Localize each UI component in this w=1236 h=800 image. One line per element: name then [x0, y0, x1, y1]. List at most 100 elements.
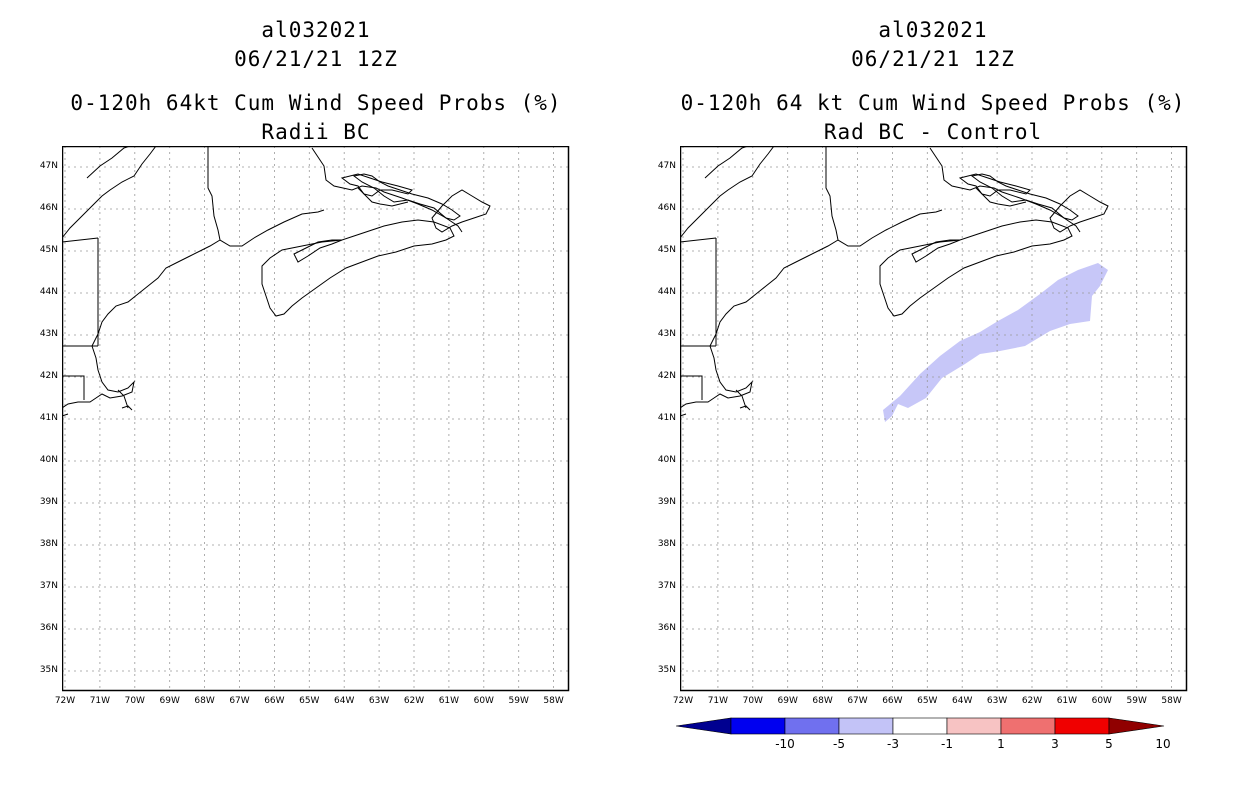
right-map [680, 146, 1188, 692]
right-title-datetime: 06/21/21 12Z [851, 47, 1015, 71]
right-title-subtitle: Rad BC - Control [823, 120, 1043, 144]
coastline-segment [340, 173, 413, 197]
lon-tick-label: 71W [89, 696, 111, 706]
colorbar-label: -3 [887, 737, 899, 751]
lon-tick-label: 63W [368, 696, 390, 706]
coastline-segment [207, 146, 325, 247]
lon-tick-label: 61W [438, 696, 460, 706]
lat-tick-label: 44N [39, 287, 58, 297]
lon-tick-label: 65W [917, 696, 938, 706]
colorbar-arrow-left [676, 717, 732, 735]
lat-tick-label: 39N [39, 497, 58, 507]
lon-tick-label: 72W [54, 696, 76, 706]
colorbar-boxes: -10 -5 -3 -1 1 3 5 10 [676, 717, 1171, 751]
left-title-subtitle: Radii BC [261, 120, 371, 144]
coastline-segment [735, 389, 747, 409]
lon-tick-label: 64W [952, 696, 973, 706]
lat-tick-label: 42N [39, 371, 58, 381]
coastline-segment [62, 237, 99, 243]
lat-tick-label: 46N [39, 203, 58, 213]
right-grid [680, 146, 1188, 692]
lat-tick-label: 43N [39, 329, 58, 339]
lon-tick-label: 70W [124, 696, 145, 706]
colorbar-label: -10 [775, 737, 795, 751]
lat-tick-label: 40N [39, 455, 58, 465]
colorbar-label: -5 [833, 737, 845, 751]
coastline-segment [86, 146, 131, 179]
lat-tick-label: 41N [657, 413, 676, 423]
lat-tick-label: 46N [657, 203, 676, 213]
lon-tick-label: 58W [1161, 696, 1182, 706]
lat-tick-label: 43N [657, 329, 676, 339]
lon-tick-label: 66W [264, 696, 285, 706]
left-title-datetime: 06/21/21 12Z [234, 47, 398, 71]
negative-diff-area [883, 263, 1108, 422]
lon-tick-label: 67W [229, 696, 250, 706]
left-title-storm-id: al032021 [261, 18, 371, 42]
right-map-frame [680, 146, 1188, 692]
colorbar-box [946, 717, 1002, 735]
lat-tick-label: 35N [657, 665, 676, 675]
lon-tick-label: 65W [299, 696, 320, 706]
colorbar-box [1000, 717, 1056, 735]
lon-tick-label: 59W [1126, 696, 1147, 706]
colorbar-box [784, 717, 840, 735]
colorbar-label: 10 [1155, 737, 1170, 751]
lat-tick-label: 36N [39, 623, 58, 633]
lat-tick-label: 36N [657, 623, 676, 633]
lat-tick-label: 38N [39, 539, 58, 549]
colorbar-box [838, 717, 894, 735]
lon-tick-label: 67W [847, 696, 868, 706]
lon-tick-label: 62W [403, 696, 425, 706]
lon-tick-label: 58W [543, 696, 564, 706]
lon-tick-label: 62W [1021, 696, 1043, 706]
right-coastline [680, 146, 1109, 417]
lat-tick-label: 40N [657, 455, 676, 465]
coastline-segment [1049, 189, 1109, 233]
coastline-segment [704, 146, 749, 179]
left-map-frame [62, 146, 570, 692]
lon-tick-label: 66W [882, 696, 903, 706]
coastline-segment [911, 239, 961, 263]
colorbar-label: 3 [1051, 737, 1059, 751]
coastline-segment [293, 239, 343, 263]
coastline-segment [62, 146, 157, 239]
lat-tick-label: 44N [657, 287, 676, 297]
colorbar-label: -1 [941, 737, 953, 751]
lon-tick-label: 70W [742, 696, 763, 706]
coastline-segment [62, 375, 85, 400]
lat-tick-label: 37N [39, 581, 58, 591]
coastline-segment [680, 345, 753, 409]
lon-tick-label: 68W [812, 696, 833, 706]
right-title-storm-id: al032021 [878, 18, 988, 42]
lon-tick-label: 63W [986, 696, 1008, 706]
lon-tick-label: 72W [672, 696, 694, 706]
colorbar-label: 1 [997, 737, 1005, 751]
lat-tick-label: 35N [39, 665, 58, 675]
left-title-product: 0-120h 64kt Cum Wind Speed Probs (%) [70, 91, 562, 115]
lat-tick-label: 47N [39, 161, 58, 171]
lon-tick-label: 71W [707, 696, 729, 706]
coastline-segment [680, 375, 703, 400]
colorbar-arrow-right [1108, 717, 1165, 735]
lat-tick-label: 45N [39, 245, 58, 255]
lat-tick-label: 47N [657, 161, 676, 171]
coastline-segment [739, 405, 751, 411]
coastline-segment [121, 405, 133, 411]
coastline-segment [62, 345, 135, 409]
lon-tick-label: 69W [159, 696, 180, 706]
lon-tick-label: 60W [473, 696, 494, 706]
coastline-segment [709, 239, 839, 347]
lon-tick-label: 68W [194, 696, 215, 706]
coastline-segment [91, 239, 221, 347]
colorbar-box [730, 717, 786, 735]
lon-tick-label: 64W [334, 696, 355, 706]
lon-tick-label: 61W [1056, 696, 1078, 706]
coastline-segment [680, 146, 775, 239]
lat-tick-label: 42N [657, 371, 676, 381]
left-map [62, 146, 570, 692]
colorbar-box [1054, 717, 1110, 735]
colorbar-label: 5 [1105, 737, 1113, 751]
coastline-segment [261, 219, 455, 317]
coastline-segment [680, 237, 717, 243]
